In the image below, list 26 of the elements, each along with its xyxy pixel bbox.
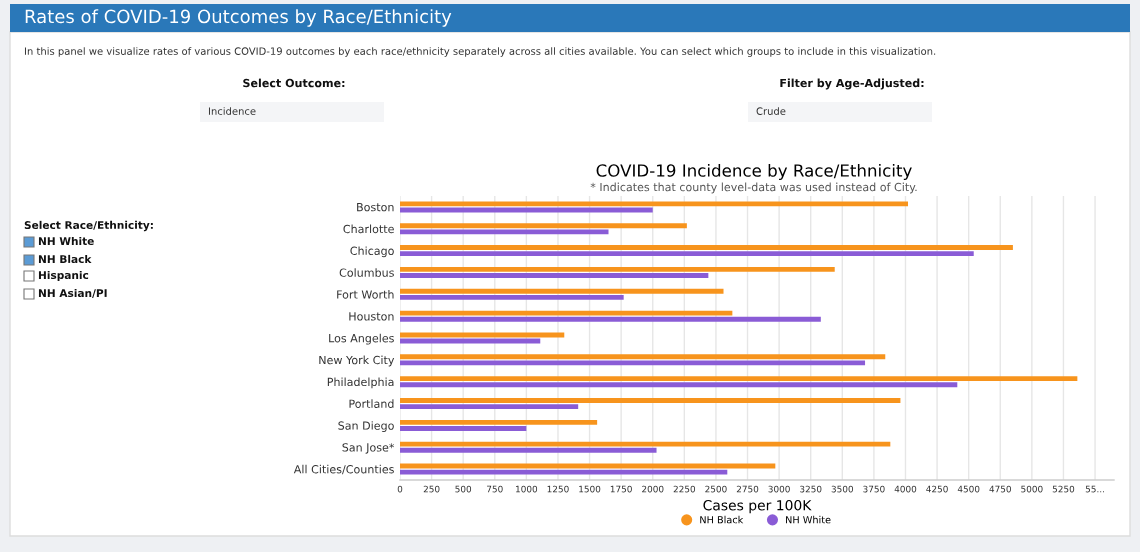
bar (400, 316, 821, 322)
bar (400, 294, 624, 300)
bar (400, 310, 733, 316)
bar (400, 419, 598, 425)
bar (400, 201, 909, 207)
bar (400, 376, 1078, 382)
bar (400, 426, 527, 431)
bar (400, 447, 657, 453)
bar (400, 273, 709, 278)
text: Rates of COVID-19 Outcomes by Race/Ethnicity (25, 9, 452, 27)
bar (400, 338, 541, 344)
chart-title: COVID-19 Incidence by Race/Ethnicity (596, 163, 912, 181)
bar (400, 266, 835, 272)
bar (400, 354, 886, 360)
bar (400, 251, 974, 257)
bar (400, 288, 724, 294)
bar (400, 404, 579, 410)
bar (400, 360, 866, 366)
bar (400, 398, 901, 403)
bar (400, 469, 728, 475)
bar (400, 229, 609, 235)
bar (400, 332, 565, 338)
bar (400, 441, 891, 447)
bar (400, 223, 687, 229)
bar (400, 382, 958, 388)
bar (400, 245, 1013, 250)
